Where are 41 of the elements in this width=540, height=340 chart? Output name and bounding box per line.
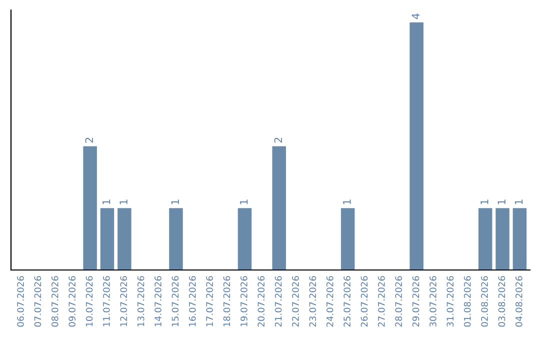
x-tick-label: 03.08.2026 — [498, 276, 506, 327]
x-tick-label: 31.07.2026 — [446, 276, 454, 327]
data-label: 1 — [498, 200, 506, 204]
x-tick-label: 23.07.2026 — [309, 276, 316, 327]
data-label: 1 — [480, 200, 488, 204]
data-label: 1 — [120, 200, 128, 204]
x-tick-label: 09.07.2026 — [68, 276, 76, 327]
x-tick-label: 07.07.2026 — [34, 276, 42, 327]
x-tick-label: 25.07.2026 — [344, 276, 350, 327]
x-tick-label: 11.07.2026 — [103, 276, 110, 326]
x-tick-label: 10.07.2026 — [86, 276, 93, 326]
x-tick-label: 20.07.2026 — [258, 276, 265, 327]
data-label: 1 — [171, 200, 179, 204]
x-tick-label: 29.07.2026 — [412, 276, 420, 327]
x-tick-label: 28.07.2026 — [395, 276, 402, 327]
x-tick-label: 15.07.2026 — [172, 276, 179, 326]
x-tick-label: 21.07.2026 — [274, 276, 282, 327]
x-tick-label: 19.07.2026 — [240, 276, 248, 326]
x-tick-label: 16.07.2026 — [188, 276, 196, 326]
x-tick-label: 26.07.2026 — [360, 276, 368, 327]
x-tick-label: 04.08.2026 — [515, 276, 522, 327]
data-label: 1 — [102, 200, 110, 204]
data-label: 2 — [85, 138, 93, 143]
x-tick-label: 24.07.2026 — [326, 276, 334, 327]
x-tick-label: 12.07.2026 — [120, 276, 128, 326]
x-tick-label: 06.07.2026 — [17, 276, 24, 327]
data-label: 4 — [412, 14, 420, 20]
x-tick-label: 27.07.2026 — [378, 276, 385, 327]
data-label: 2 — [274, 138, 282, 143]
data-label: 1 — [343, 200, 351, 204]
x-tick-label: 18.07.2026 — [223, 276, 230, 326]
x-tick-label: 30.07.2026 — [430, 276, 436, 327]
x-tick-label: 13.07.2026 — [137, 276, 144, 326]
x-tick-label: 14.07.2026 — [154, 276, 162, 326]
x-tick-label: 08.07.2026 — [51, 276, 58, 327]
x-tick-label: 02.08.2026 — [481, 276, 488, 327]
x-tick-label: 01.08.2026 — [464, 276, 471, 327]
x-tick-label: 17.07.2026 — [206, 276, 213, 326]
x-tick-label: 22.07.2026 — [292, 276, 299, 327]
data-label: 1 — [240, 200, 248, 204]
data-label: 1 — [514, 200, 523, 204]
